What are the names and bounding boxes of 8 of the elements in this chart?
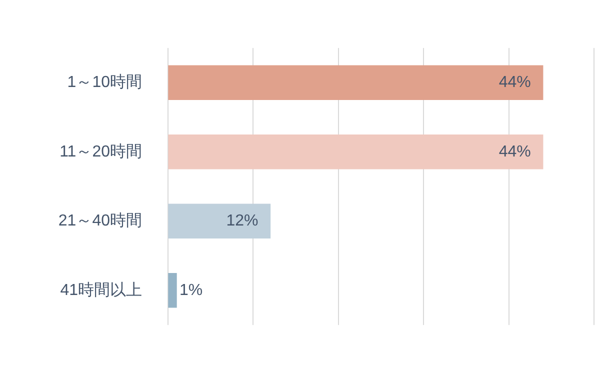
y-tick-label: 11～20時間 <box>60 142 142 160</box>
data-label: 44% <box>498 74 531 92</box>
data-label: 1% <box>180 282 203 299</box>
y-tick-label: 1～10時間 <box>67 73 142 92</box>
data-label: 44% <box>498 143 531 160</box>
data-label: 12% <box>226 212 258 230</box>
y-tick-label: 41時間以上 <box>60 280 142 299</box>
y-tick-label: 21～40時間 <box>58 212 142 230</box>
